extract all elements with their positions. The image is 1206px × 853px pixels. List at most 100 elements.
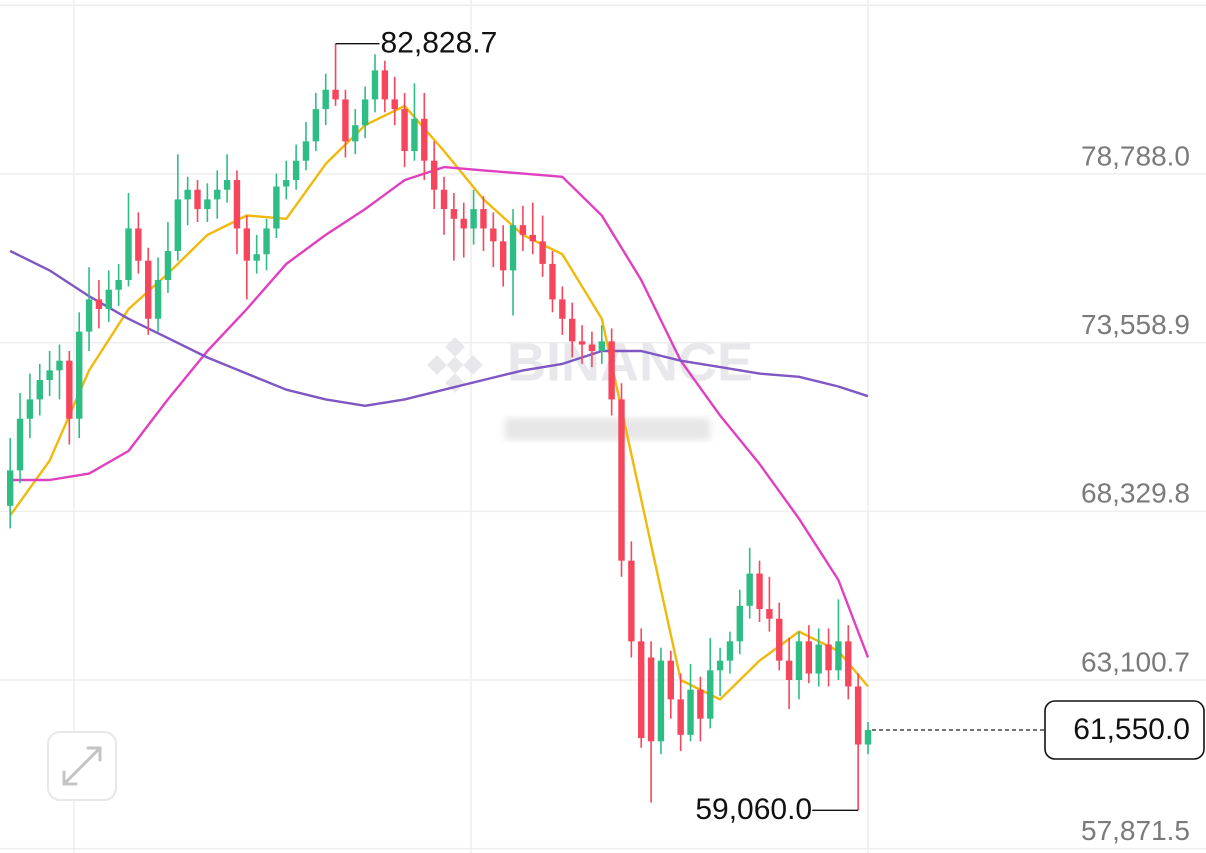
candle-body [569,318,576,342]
candle-body [223,180,231,190]
candle-body [460,218,467,229]
candle-body [36,380,43,400]
candle-body [105,289,112,310]
candle-body [608,341,615,400]
candle-body [16,418,24,471]
candle-body [697,689,704,719]
candle-body [95,299,103,310]
watermark-text: BINANCE [507,332,753,392]
candle-body [56,360,63,371]
candle-body [470,209,477,229]
candle-body [421,118,428,161]
candle-body [785,660,793,681]
candle-body [450,209,458,219]
candle-body [519,225,527,235]
last-price-box [1044,700,1205,760]
candle-body [6,470,14,506]
candle-body [342,99,349,142]
candle-body [598,341,605,352]
candle-body [687,689,694,735]
candle-body [76,331,83,419]
candle-body [312,109,320,142]
candle-body [292,160,300,181]
candle-body [154,280,162,319]
candle-body [332,89,339,100]
candle-body [559,299,566,319]
candle-body [184,189,191,200]
candle-body [194,189,201,210]
candle-body [125,228,132,281]
y-tick-label: 68,329.8 [1081,478,1190,509]
moving-averages [9,104,870,701]
candle-body [707,670,714,719]
candle-body [845,641,852,687]
candle-body [391,99,398,110]
candle-body [805,641,813,674]
candle-body [135,228,142,261]
high-label: 82,828.7 [381,27,498,60]
candle-body [283,180,290,187]
candle-body [85,299,93,332]
candle-body [490,228,497,242]
candle-body [578,341,586,345]
expand-button[interactable] [47,731,117,801]
candle-body [499,241,507,271]
candle-body [667,660,674,700]
candle-body [628,560,635,642]
candle-body [174,199,181,252]
candle-body [864,730,872,745]
candle-body [411,118,418,152]
watermark-logo [427,337,483,393]
watermark: BINANCE [427,332,753,393]
candle-body [164,251,172,281]
y-tick-label: 63,100.7 [1081,646,1190,677]
candle-body [480,209,487,229]
y-tick-label: 73,558.9 [1081,309,1190,340]
candle-body [509,225,517,271]
candle-body [716,660,724,671]
annotations: 82,828.7 59,060.0 61,550.0 [335,27,1205,826]
candle-body [322,89,329,110]
candle-body [66,360,73,419]
ma-line [10,165,870,658]
ma-line [9,104,869,701]
candle-body [243,228,251,261]
candle-body [618,399,625,561]
candle-body [549,263,556,300]
y-tick-label: 78,788.0 [1081,140,1190,171]
candle-body [273,186,280,229]
candle-body [529,234,536,242]
candle-body [253,254,260,261]
candle-body [381,70,389,100]
candle-body [647,657,655,742]
candle-body [588,344,596,352]
candle-body [677,699,684,735]
candle-body [214,189,221,200]
candle-body [835,641,842,671]
candle-body [26,399,34,419]
candle-body [539,241,546,264]
low-label: 59,060.0 [695,793,812,826]
candle-body [46,370,53,381]
expand-icon [62,746,102,786]
candle-body [736,605,744,642]
candle-body [825,644,832,671]
y-tick-label: 84,017.1 [1081,0,1190,3]
y-tick-label: 57,871.5 [1081,815,1190,846]
last-price-label: 61,550.0 [1073,713,1190,746]
candle-body [263,228,270,255]
candle-body [401,109,408,152]
candle-body [115,280,122,290]
candle-body [795,641,803,681]
candle-body [756,573,763,610]
candle-body [854,686,862,745]
candles [6,43,872,811]
candle-body [638,641,645,739]
candle-body [766,609,773,619]
candle-body [776,618,783,661]
ma-line [9,249,869,407]
candle-body [145,260,152,319]
